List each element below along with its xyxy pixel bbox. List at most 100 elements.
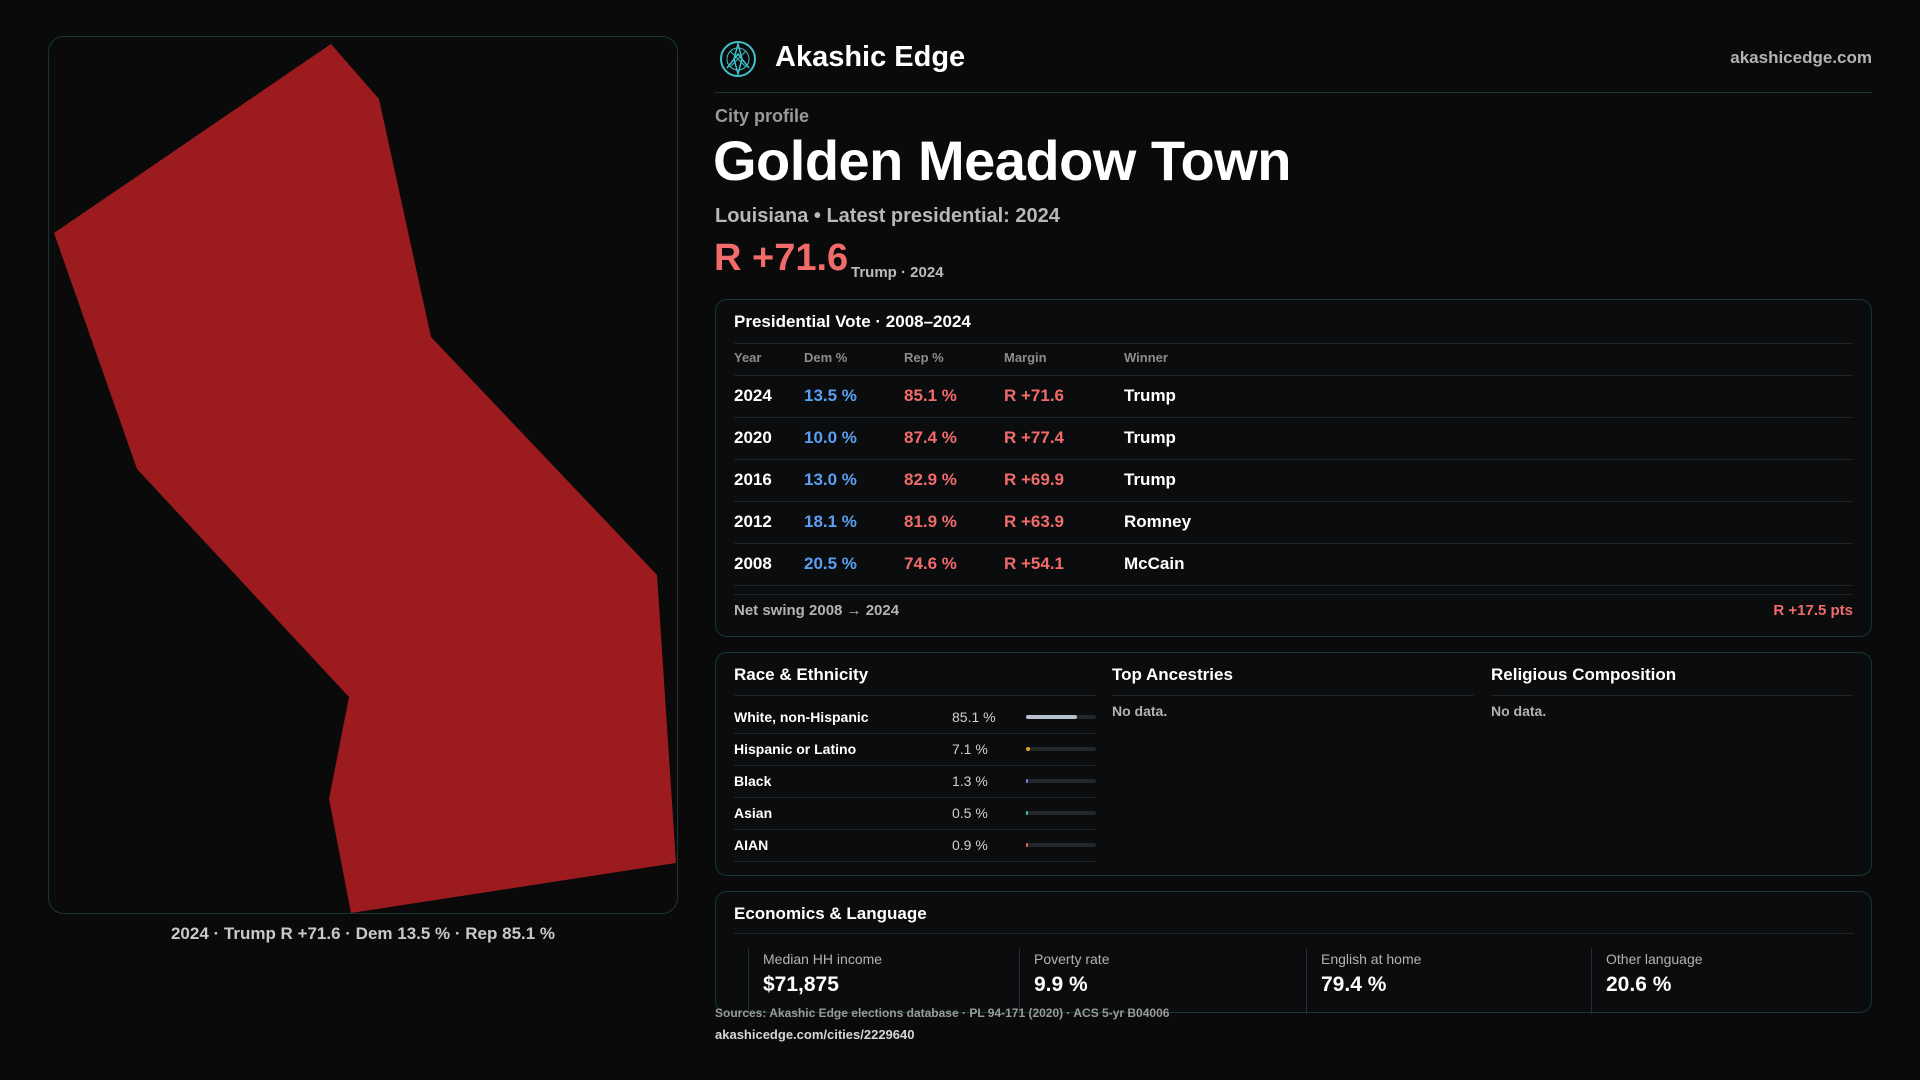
metric-label: Median HH income (763, 951, 883, 967)
metric-value: $71,875 (763, 973, 839, 996)
column-header-year: Year (734, 350, 762, 365)
row-rep: 85.1 % (904, 386, 957, 405)
divider (734, 695, 1096, 696)
row-winner: Trump (1124, 428, 1176, 447)
row-winner: Romney (1124, 512, 1192, 531)
net-swing-label: Net swing 2008 → 2024 (734, 602, 900, 619)
column-header-margin: Margin (1004, 350, 1047, 365)
divider (1491, 695, 1853, 696)
page-kicker: City profile (715, 106, 810, 126)
table-row: 2024 13.5 % 85.1 % R +71.6 Trump (734, 375, 1853, 418)
ancestries-section: Top Ancestries No data. (1112, 653, 1474, 875)
list-item: Black 1.3 % (734, 765, 1096, 798)
row-rep: 74.6 % (904, 554, 957, 573)
row-dem: 10.0 % (804, 428, 857, 447)
page-subtitle: Louisiana • Latest presidential: 2024 (715, 205, 1060, 227)
row-rep: 87.4 % (904, 428, 957, 447)
divider (1112, 695, 1474, 696)
divider (734, 585, 1853, 586)
metric-english-at-home: English at home 79.4 % (1306, 948, 1576, 1014)
sources-note: Sources: Akashic Edge elections database… (715, 1006, 1170, 1020)
metric-poverty-rate: Poverty rate 9.9 % (1019, 948, 1289, 1014)
race-bar-track (1026, 779, 1096, 783)
table-row: 2008 20.5 % 74.6 % R +54.1 McCain (734, 543, 1853, 586)
race-bar-track (1026, 811, 1096, 815)
row-dem: 13.0 % (804, 470, 857, 489)
religion-section: Religious Composition No data. (1491, 653, 1853, 875)
race-ethnicity-section: Race & Ethnicity White, non-Hispanic 85.… (734, 653, 1096, 875)
row-margin: R +63.9 (1004, 512, 1065, 531)
race-pct: 1.3 % (952, 773, 988, 789)
site-link[interactable]: akashicedge.com (1730, 48, 1872, 67)
race-pct: 7.1 % (952, 741, 988, 757)
row-dem: 20.5 % (804, 554, 857, 573)
race-bar-fill (1026, 747, 1031, 751)
demographics-card: Race & Ethnicity White, non-Hispanic 85.… (715, 652, 1872, 876)
row-year: 2008 (734, 554, 772, 573)
row-year: 2024 (734, 386, 772, 405)
row-rep: 82.9 % (904, 470, 957, 489)
race-bar-fill (1026, 779, 1028, 783)
list-item: Asian 0.5 % (734, 797, 1096, 830)
metric-value: 9.9 % (1034, 973, 1088, 996)
column-header-dem: Dem % (804, 350, 848, 365)
list-item: AIAN 0.9 % (734, 829, 1096, 862)
net-swing-value: R +17.5 pts (1773, 602, 1853, 619)
row-winner: McCain (1124, 554, 1185, 573)
row-year: 2020 (734, 428, 772, 447)
economics-language-card: Economics & Language Median HH income $7… (715, 891, 1872, 1014)
table-row: 2020 10.0 % 87.4 % R +77.4 Trump (734, 417, 1853, 460)
race-bar-track (1026, 747, 1096, 751)
race-section-title: Race & Ethnicity (734, 665, 869, 684)
religion-title: Religious Composition (1491, 665, 1677, 684)
race-name: AIAN (734, 837, 769, 853)
race-name: Black (734, 773, 772, 789)
row-margin: R +71.6 (1004, 386, 1065, 405)
page-url-link[interactable]: akashicedge.com/cities/2229640 (715, 1027, 915, 1042)
race-bar-fill (1026, 811, 1028, 815)
map-panel (48, 36, 678, 914)
ancestries-empty: No data. (1112, 703, 1168, 719)
header: Akashic Edge akashicedge.com (715, 36, 1872, 93)
ancestries-title: Top Ancestries (1112, 665, 1233, 684)
race-bar-track (1026, 715, 1096, 719)
race-bar-fill (1026, 715, 1078, 719)
table-row: 2012 18.1 % 81.9 % R +63.9 Romney (734, 501, 1853, 544)
column-header-rep: Rep % (904, 350, 944, 365)
compass-rose-icon[interactable] (719, 40, 757, 78)
row-year: 2012 (734, 512, 772, 531)
metric-other-language: Other language 20.6 % (1591, 948, 1861, 1014)
metric-median-income: Median HH income $71,875 (748, 948, 1018, 1014)
divider (734, 933, 1854, 934)
latest-margin-note: Trump · 2024 (851, 264, 944, 281)
list-item: Hispanic or Latino 7.1 % (734, 733, 1096, 766)
map-caption: 2024 · Trump R +71.6 · Dem 13.5 % · Rep … (170, 924, 556, 943)
row-dem: 18.1 % (804, 512, 857, 531)
race-name: Hispanic or Latino (734, 741, 857, 757)
econ-card-title: Economics & Language (734, 904, 927, 923)
divider (734, 594, 1853, 595)
metric-value: 79.4 % (1321, 973, 1387, 996)
row-margin: R +54.1 (1004, 554, 1065, 573)
list-item: White, non-Hispanic 85.1 % (734, 701, 1096, 734)
race-pct: 0.5 % (952, 805, 988, 821)
religion-empty: No data. (1491, 703, 1547, 719)
divider (734, 343, 1853, 344)
row-dem: 13.5 % (804, 386, 857, 405)
brand-name[interactable]: Akashic Edge (775, 41, 966, 73)
metric-label: Other language (1606, 951, 1703, 967)
row-rep: 81.9 % (904, 512, 957, 531)
column-header-winner: Winner (1124, 350, 1168, 365)
row-winner: Trump (1124, 470, 1176, 489)
city-boundary-map (54, 44, 676, 913)
metric-label: Poverty rate (1034, 951, 1110, 967)
race-pct: 0.9 % (952, 837, 988, 853)
metric-label: English at home (1321, 951, 1422, 967)
city-boundary-shape[interactable] (54, 44, 676, 913)
vote-card-title: Presidential Vote · 2008–2024 (734, 312, 971, 331)
race-pct: 85.1 % (952, 709, 996, 725)
latest-margin: R +71.6 (714, 237, 849, 279)
row-margin: R +77.4 (1004, 428, 1065, 447)
table-row: 2016 13.0 % 82.9 % R +69.9 Trump (734, 459, 1853, 502)
metric-value: 20.6 % (1606, 973, 1672, 996)
